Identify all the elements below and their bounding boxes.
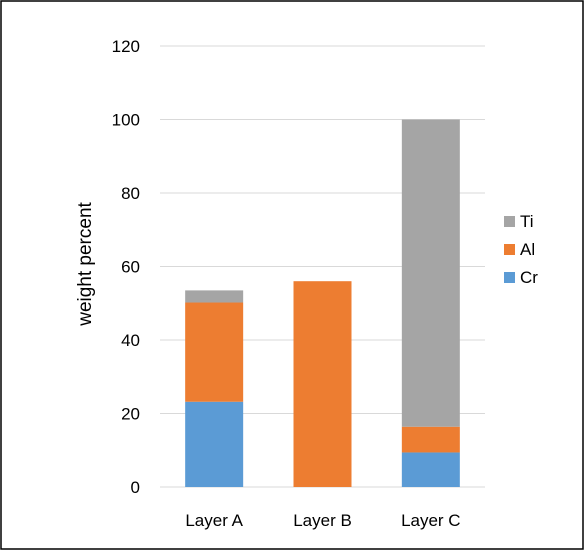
y-tick-label: 100 bbox=[112, 111, 140, 130]
bar-segment-al-layer-c bbox=[401, 426, 460, 453]
y-axis-title: weight percent bbox=[75, 201, 96, 326]
y-tick-label: 0 bbox=[131, 478, 140, 497]
x-tick-label: Layer B bbox=[293, 511, 352, 530]
legend-label-cr: Cr bbox=[520, 268, 538, 287]
y-tick-label: 40 bbox=[121, 331, 140, 350]
y-tick-label: 120 bbox=[112, 37, 140, 56]
legend-swatch-al bbox=[504, 244, 515, 255]
legend: Ti Al Cr bbox=[504, 212, 538, 287]
legend-swatch-ti bbox=[504, 216, 515, 227]
bar-segment-cr-layer-a bbox=[185, 401, 244, 487]
bar-segment-ti-layer-c bbox=[401, 119, 460, 427]
legend-label-al: Al bbox=[520, 240, 535, 259]
y-axis-ticks: 0 20 40 60 80 100 120 bbox=[112, 37, 140, 497]
bar-segment-ti-layer-a bbox=[185, 290, 244, 303]
x-tick-label: Layer A bbox=[185, 511, 243, 530]
bars bbox=[185, 119, 460, 487]
legend-swatch-cr bbox=[504, 272, 515, 283]
y-tick-label: 20 bbox=[121, 405, 140, 424]
legend-label-ti: Ti bbox=[520, 212, 534, 231]
x-axis-ticks: Layer A Layer B Layer C bbox=[185, 511, 460, 530]
bar-segment-al-layer-b bbox=[293, 281, 352, 487]
bar-segment-cr-layer-c bbox=[401, 452, 460, 487]
y-tick-label: 60 bbox=[121, 258, 140, 277]
y-tick-label: 80 bbox=[121, 184, 140, 203]
x-tick-label: Layer C bbox=[401, 511, 461, 530]
bar-segment-al-layer-a bbox=[185, 302, 244, 402]
